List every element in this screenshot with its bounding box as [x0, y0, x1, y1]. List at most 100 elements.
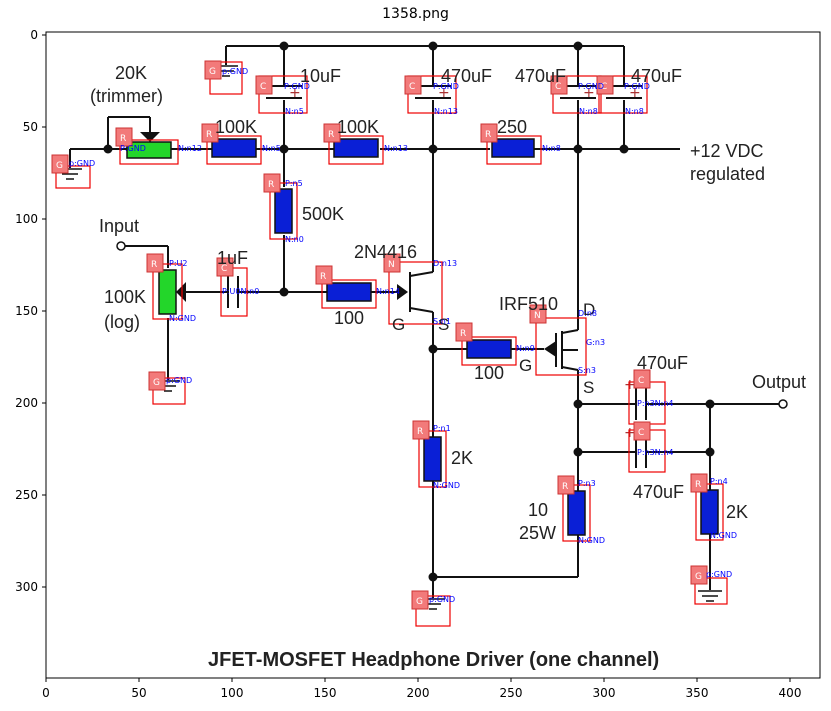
- output-label: Output: [752, 372, 806, 392]
- trimmer-kind: (trimmer): [90, 86, 163, 106]
- badge-res: R: [268, 180, 274, 190]
- schematic-title: JFET-MOSFET Headphone Driver (one channe…: [208, 649, 659, 671]
- jfet-label: 2N4416: [354, 242, 417, 262]
- y-axis-labels: 0 50 100 150 200 250 300: [15, 28, 38, 594]
- badge-fet: N: [534, 311, 541, 321]
- net-tag: D:n8: [578, 309, 597, 318]
- net-tag: P:U2: [169, 259, 187, 268]
- net-tag: P:GND: [284, 82, 310, 91]
- badge-res: R: [485, 130, 491, 140]
- x-tick-label: 300: [593, 686, 616, 700]
- net-tag: p:GND: [222, 67, 248, 76]
- net-tag: P:n3N:n4: [637, 448, 674, 457]
- x-tick-label: 150: [314, 686, 337, 700]
- pot-value-label: 100K: [104, 287, 146, 307]
- component-labels: 20K (trimmer) 10uF 470uF 470uF 470uF 100…: [90, 63, 806, 671]
- jfet-arrow: [397, 284, 408, 300]
- cap-470uf-label: 470uF: [441, 66, 492, 86]
- net-tag: N:n13: [434, 107, 458, 116]
- badge-cap: C: [638, 428, 644, 438]
- res-100k-label: 100K: [337, 117, 379, 137]
- badge-res: R: [460, 329, 466, 339]
- res-10-watt-label: 25W: [519, 523, 556, 543]
- net-tag: P:n3: [578, 479, 596, 488]
- badge-res: R: [120, 134, 126, 144]
- net-tag: N:GND: [710, 531, 737, 540]
- net-annotations: p:GND P:GND N:n5 P:GND N:n13 P:GND N:n8 …: [69, 67, 737, 604]
- y-tick-label: 100: [15, 212, 38, 226]
- supply-voltage-label: +12 VDC: [690, 141, 764, 161]
- res-250-label: 250: [497, 117, 527, 137]
- badge-cap: C: [555, 82, 561, 92]
- badge-ground: G: [209, 67, 216, 77]
- badge-cap: C: [601, 82, 607, 92]
- output-terminal: [778, 399, 788, 409]
- cap-10uf-label: 10uF: [300, 66, 341, 86]
- resistor-bodies: [211, 138, 719, 536]
- net-tag: D:n13: [433, 259, 457, 268]
- net-tag: N:n14: [376, 287, 400, 296]
- y-axis-ticks: [42, 34, 46, 588]
- net-tag: P:n5: [285, 179, 303, 188]
- y-tick-label: 300: [15, 580, 38, 594]
- net-tag: N:GND: [169, 314, 196, 323]
- net-tag: N:GND: [433, 481, 460, 490]
- jfet-symbol: [409, 271, 434, 313]
- badge-cap: C: [638, 376, 644, 386]
- cap-470uf-label: 470uF: [631, 66, 682, 86]
- svg-text:+: +: [583, 85, 595, 101]
- badge-res: R: [417, 427, 423, 437]
- junction-dots: [103, 41, 715, 582]
- jfet-source-label: S: [438, 315, 449, 334]
- net-tag: N:n13: [384, 144, 408, 153]
- res-10-label: 10: [528, 500, 548, 520]
- res-100b-label: 100: [474, 363, 504, 383]
- x-axis-labels: 0 50 100 150 200 250 300 350 400: [42, 686, 801, 700]
- net-tag: G:n3: [586, 338, 605, 347]
- x-tick-label: 100: [221, 686, 244, 700]
- badge-res: R: [695, 480, 701, 490]
- trimmer-value: 20K: [115, 63, 147, 83]
- badge-ground: G: [153, 378, 160, 388]
- net-tag: S:n1: [433, 317, 451, 326]
- res-100-label: 100: [334, 308, 364, 328]
- figure-title: 1358.png: [382, 6, 449, 22]
- y-tick-label: 0: [30, 28, 38, 42]
- mosfet-arrow: [544, 341, 556, 357]
- net-tag: p:GND: [69, 159, 95, 168]
- badge-res: R: [328, 130, 334, 140]
- net-tag: N:GND: [578, 536, 605, 545]
- x-tick-label: 50: [131, 686, 146, 700]
- net-tag: P:GND: [433, 82, 459, 91]
- net-tag: S:n3: [578, 366, 596, 375]
- y-tick-label: 50: [23, 120, 38, 134]
- net-tag: N:n5: [262, 144, 281, 153]
- pot-kind-label: (log): [104, 312, 140, 332]
- net-tag: N:n5: [285, 107, 304, 116]
- net-tag: N:n8: [579, 107, 598, 116]
- x-tick-label: 400: [779, 686, 802, 700]
- potentiometer-bodies: [126, 141, 177, 315]
- trimmer-wiper-arrow: [140, 132, 160, 142]
- res-100k-label: 100K: [215, 117, 257, 137]
- svg-text:+: +: [624, 377, 636, 393]
- x-tick-label: 200: [407, 686, 430, 700]
- badge-ground: G: [695, 572, 702, 582]
- net-tag: N:n9: [516, 344, 535, 353]
- svg-text:+: +: [624, 425, 636, 441]
- badge-res: R: [562, 482, 568, 492]
- input-terminal: [116, 241, 126, 251]
- cap-1uf-label: 1uF: [217, 248, 248, 268]
- res-2kb-label: 2K: [726, 502, 748, 522]
- net-tag: P:n1: [433, 424, 451, 433]
- y-tick-label: 250: [15, 488, 38, 502]
- cap-470uf-label: 470uF: [515, 66, 566, 86]
- cap-out-top-label: 470uF: [637, 353, 688, 373]
- jfet-gate-label: G: [392, 315, 405, 334]
- supply-regulated-label: regulated: [690, 164, 765, 184]
- badge-cap: C: [260, 82, 266, 92]
- badge-res: R: [206, 130, 212, 140]
- x-tick-label: 250: [500, 686, 523, 700]
- net-tag: N:n8: [625, 107, 644, 116]
